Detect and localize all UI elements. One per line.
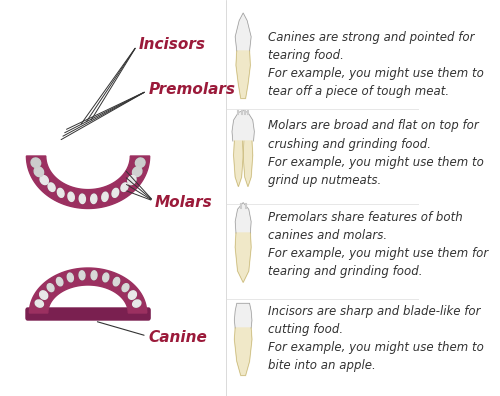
Text: Canine: Canine (148, 329, 208, 345)
Polygon shape (235, 13, 251, 51)
Ellipse shape (79, 271, 85, 280)
Polygon shape (235, 203, 251, 233)
Ellipse shape (121, 183, 128, 191)
Polygon shape (243, 141, 252, 187)
Polygon shape (234, 141, 243, 187)
Ellipse shape (40, 175, 48, 185)
Text: Incisors: Incisors (138, 36, 205, 51)
Text: Incisors are sharp and blade-like for
cutting food.
For example, you might use t: Incisors are sharp and blade-like for cu… (268, 305, 484, 371)
Ellipse shape (40, 291, 48, 299)
Ellipse shape (102, 192, 108, 202)
Ellipse shape (48, 183, 55, 191)
Ellipse shape (128, 291, 136, 299)
Ellipse shape (31, 158, 40, 168)
Text: Canines are strong and pointed for
tearing food.
For example, you might use them: Canines are strong and pointed for teari… (268, 30, 484, 97)
Polygon shape (234, 328, 252, 375)
Ellipse shape (47, 284, 54, 291)
Ellipse shape (128, 175, 136, 185)
Polygon shape (235, 233, 251, 282)
FancyBboxPatch shape (26, 308, 150, 320)
Ellipse shape (34, 167, 43, 177)
Polygon shape (232, 110, 254, 141)
Polygon shape (26, 156, 150, 208)
Ellipse shape (132, 300, 141, 307)
Ellipse shape (113, 278, 119, 286)
Ellipse shape (35, 300, 43, 307)
Ellipse shape (112, 188, 118, 197)
Polygon shape (30, 268, 146, 313)
Ellipse shape (136, 158, 145, 168)
Ellipse shape (68, 192, 74, 202)
Ellipse shape (58, 188, 64, 197)
Text: Molars: Molars (155, 194, 213, 209)
Polygon shape (236, 51, 250, 99)
Ellipse shape (102, 273, 109, 282)
Polygon shape (234, 303, 252, 328)
Ellipse shape (68, 273, 73, 282)
Ellipse shape (132, 167, 142, 177)
Ellipse shape (122, 284, 129, 291)
Ellipse shape (90, 194, 97, 204)
Ellipse shape (56, 278, 63, 286)
Text: Molars are broad and flat on top for
crushing and grinding food.
For example, yo: Molars are broad and flat on top for cru… (268, 120, 484, 187)
Ellipse shape (79, 194, 86, 204)
Text: Premolars: Premolars (148, 82, 236, 97)
Text: Premolars share features of both
canines and molars.
For example, you might use : Premolars share features of both canines… (268, 211, 488, 278)
Ellipse shape (91, 271, 97, 280)
